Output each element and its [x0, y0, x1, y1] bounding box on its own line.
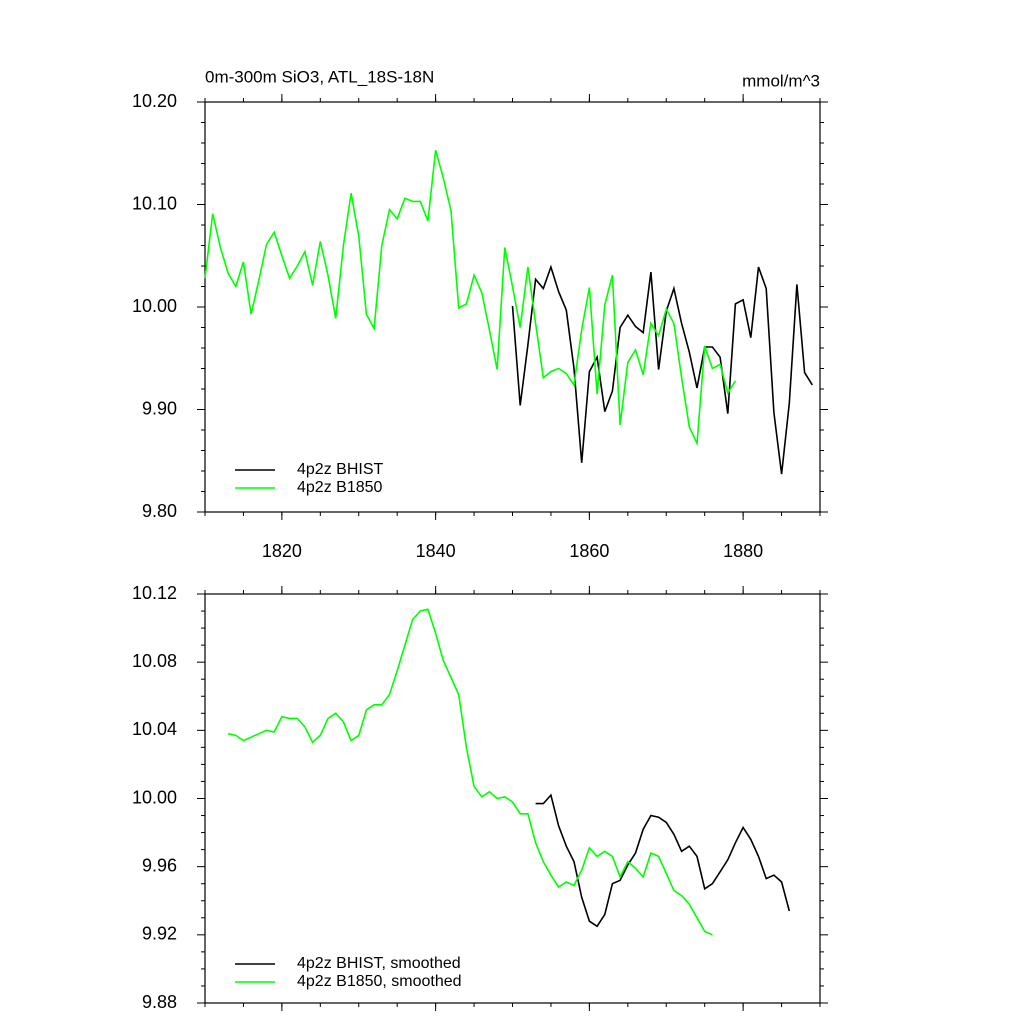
y-tick-label: 9.88: [142, 992, 177, 1012]
y-tick-label: 10.20: [132, 91, 177, 111]
series-line: [227, 608, 713, 936]
y-tick-label: 9.90: [142, 398, 177, 418]
legend-label: 4p2z BHIST, smoothed: [297, 955, 461, 972]
legend-label: 4p2z BHIST: [297, 461, 383, 478]
x-tick-label: 1860: [569, 541, 609, 561]
x-tick-label: 1820: [262, 541, 302, 561]
series-line: [535, 793, 791, 928]
legend-label: 4p2z B1850, smoothed: [297, 973, 462, 990]
y-tick-label: 10.08: [132, 651, 177, 671]
y-tick-label: 9.92: [142, 924, 177, 944]
units-label: mmol/m^3: [742, 71, 820, 90]
y-tick-label: 10.00: [132, 787, 177, 807]
x-tick-label: 1840: [416, 541, 456, 561]
series-line: [511, 264, 813, 475]
y-tick-label: 9.80: [142, 501, 177, 521]
x-tick-label: 1880: [723, 541, 763, 561]
y-tick-label: 9.96: [142, 855, 177, 875]
chart-title: 0m-300m SiO3, ATL_18S-18N: [205, 67, 434, 86]
plot-frame: [204, 593, 821, 1004]
series-line: [204, 149, 737, 447]
y-tick-label: 10.12: [132, 583, 177, 603]
y-tick-label: 10.00: [132, 296, 177, 316]
y-tick-label: 10.10: [132, 193, 177, 213]
legend-label: 4p2z B1850: [297, 479, 383, 496]
y-tick-label: 10.04: [132, 719, 177, 739]
